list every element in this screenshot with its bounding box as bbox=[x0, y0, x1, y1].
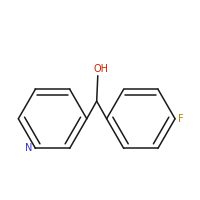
Text: OH: OH bbox=[94, 64, 109, 74]
Text: F: F bbox=[178, 114, 183, 124]
Text: N: N bbox=[25, 143, 33, 153]
